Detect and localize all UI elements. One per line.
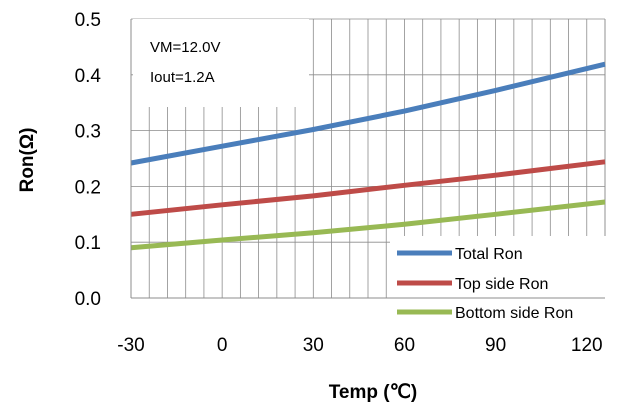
legend-label-total-ron: Total Ron [455,246,523,263]
annotation-vm: VM=12.0V [150,39,220,56]
legend-label-bottom-side-ron: Bottom side Ron [455,305,573,322]
series-lines [130,61,606,251]
annotation-box: VM=12.0V Iout=1.2A [133,19,309,107]
y-tick-label: 0.1 [75,233,101,254]
legend: Total Ron Top side Ron Bottom side Ron [390,236,610,322]
x-tick-label: 90 [485,335,506,356]
y-tick-label: 0.5 [75,10,101,31]
y-tick-label: 0.3 [75,122,101,143]
x-tick-label: 120 [571,335,603,356]
series-line-total-ron [130,61,606,166]
legend-label-top-side-ron: Top side Ron [455,276,548,293]
x-axis-title: Temp (℃) [329,382,418,403]
series-line-bottom-side-ron [130,199,606,251]
x-tick-label: 30 [303,335,324,356]
y-tick-label: 0.0 [75,289,101,310]
y-tick-label: 0.4 [75,66,102,87]
annotation-iout: Iout=1.2A [150,69,215,86]
legend-background [390,236,610,322]
annotation-background [133,19,309,107]
y-axis-title: Ron(Ω) [17,128,38,193]
series-line-top-side-ron [130,159,606,217]
x-tick-label: 60 [394,335,415,356]
x-tick-label: 0 [217,335,228,356]
y-tick-label: 0.2 [75,177,101,198]
x-tick-label: -30 [117,335,144,356]
axes: -30 0 30 60 90 120 0.0 0.1 0.2 0.3 0.4 0.5 [75,10,605,356]
